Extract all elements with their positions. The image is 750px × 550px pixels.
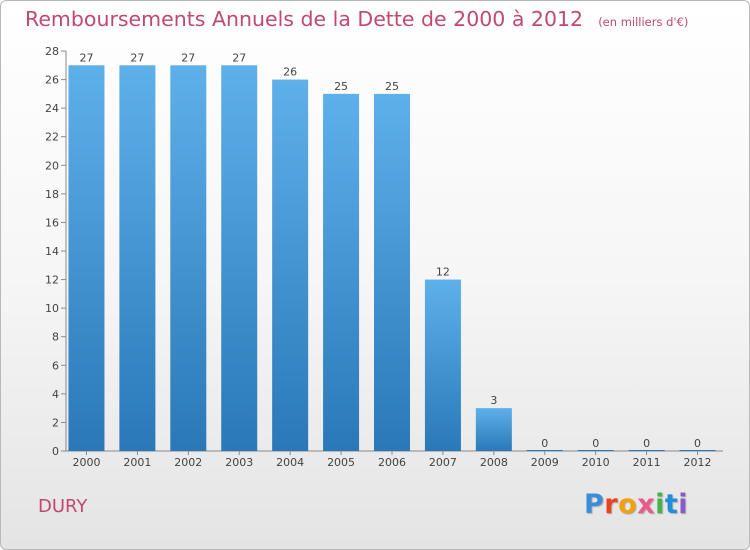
y-tick-label: 6 [52,359,59,372]
x-tick-label: 2000 [72,456,100,469]
bar [475,408,512,451]
data-label: 3 [490,394,497,407]
data-label: 0 [643,437,650,450]
value-labels: 27 27 27 27 26 25 25 12 3 0 0 0 0 [79,51,701,450]
y-tick-label: 24 [45,102,59,115]
x-tick-label: 2001 [123,456,151,469]
bars [68,65,716,452]
bar [68,65,105,452]
y-tick-label: 22 [45,131,59,144]
data-label: 26 [283,66,297,79]
x-tick-label: 2005 [327,456,355,469]
bar [526,450,563,451]
y-tick-label: 14 [45,245,59,258]
bar [577,450,614,451]
x-tick-label: 2006 [378,456,406,469]
y-tick-label: 16 [45,216,59,229]
x-tick-label: 2010 [582,456,610,469]
x-tick-label: 2007 [429,456,457,469]
data-label: 27 [130,51,144,64]
data-label: 27 [79,51,93,64]
x-axis: 2000 2001 2002 2003 2004 2005 2006 2007 2008 2009… [61,450,723,469]
chart-subtitle: (en milliers d'€) [598,15,689,29]
bar [679,450,716,451]
bar [374,93,410,451]
y-tick-label: 26 [45,74,59,87]
y-tick-label: 28 [45,45,59,58]
data-label: 0 [592,437,599,450]
logo-letter: r [604,489,619,520]
bar [221,65,258,452]
y-tick-label: 2 [52,416,59,429]
x-tick-label: 2002 [174,456,202,469]
bar [628,450,665,451]
x-tick-label: 2009 [531,456,559,469]
chart-header: Remboursements Annuels de la Dette de 20… [25,7,688,31]
y-tick-label: 4 [52,388,59,401]
commune-name: DURY [38,496,88,517]
data-label: 0 [694,437,701,450]
logo-letter: o [618,489,638,520]
data-label: 25 [385,80,399,93]
data-label: 25 [334,80,348,93]
chart-title: Remboursements Annuels de la Dette de 20… [25,7,584,31]
logo-letter: P [584,489,605,520]
logo-letter: i [655,489,665,520]
data-label: 12 [436,266,450,279]
y-tick-label: 20 [45,159,59,172]
logo-letter: x [637,489,656,520]
bar [170,65,207,452]
y-tick-label: 8 [52,331,59,344]
y-tick-label: 10 [45,302,59,315]
y-tick-label: 12 [45,274,59,287]
x-tick-label: 2011 [633,456,661,469]
data-label: 0 [541,437,548,450]
data-label: 27 [232,51,246,64]
data-label: 27 [181,51,195,64]
x-tick-label: 2012 [684,456,712,469]
y-tick-label: 18 [45,188,59,201]
y-tick-label: 0 [52,445,59,458]
bar [424,279,461,451]
x-tick-label: 2003 [225,456,253,469]
logo-letter: t [664,489,679,520]
proxiti-logo: Proxiti [584,489,688,520]
logo-letter: i [678,489,689,520]
x-tick-label: 2004 [276,456,304,469]
bar [119,65,156,452]
bar [272,79,309,452]
bar [323,93,360,451]
x-tick-label: 2008 [480,456,508,469]
